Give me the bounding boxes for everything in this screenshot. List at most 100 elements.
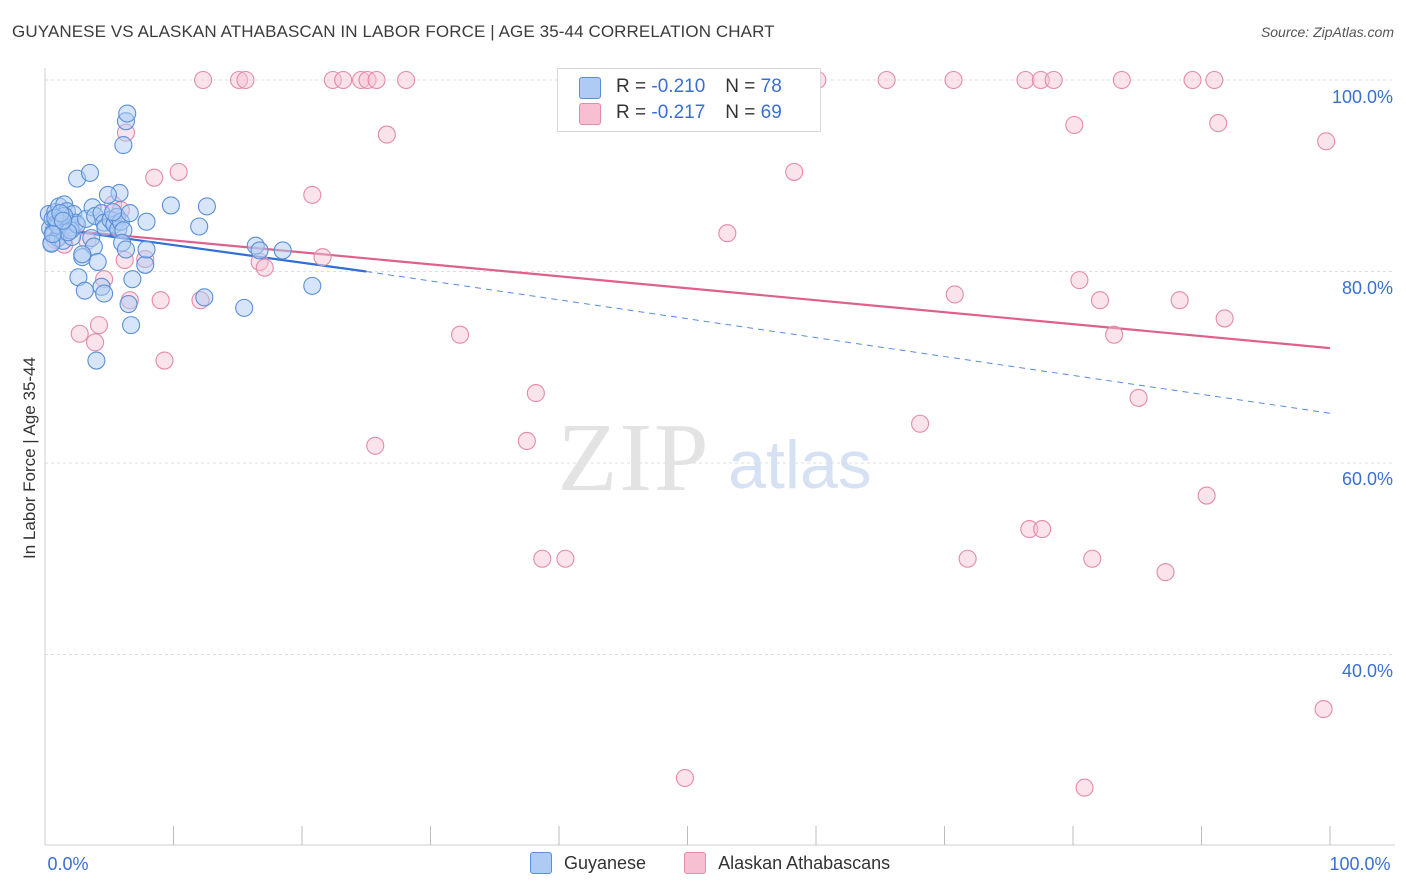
x-tick-label-max: 100.0% (1329, 854, 1390, 874)
point-alaskan (313, 248, 332, 267)
y-tick-label-100: 100.0% (1332, 87, 1393, 107)
legend-swatch-guyanese (579, 77, 601, 99)
point-guyanese (235, 298, 254, 317)
point-alaskan (1031, 70, 1050, 90)
point-alaskan (1083, 549, 1102, 568)
legend-r-value-guyanese: -0.210 (651, 76, 706, 97)
legend-item-alaskan[interactable]: Alaskan Athabascans (684, 852, 890, 874)
correlation-legend: R = -0.210 N = 78 R = -0.217 N = 69 (557, 68, 821, 132)
point-alaskan (1105, 325, 1124, 344)
y-tick-label-60: 60.0% (1342, 469, 1393, 489)
point-alaskan (1215, 309, 1234, 328)
point-alaskan (911, 414, 930, 433)
legend-n-value-guyanese: 78 (760, 76, 782, 97)
point-alaskan (145, 168, 164, 187)
point-alaskan (877, 70, 896, 90)
point-alaskan (526, 384, 545, 403)
point-alaskan (1033, 520, 1052, 539)
point-guyanese (190, 217, 209, 236)
point-alaskan (718, 224, 737, 243)
point-guyanese (122, 316, 141, 335)
point-alaskan (533, 549, 552, 568)
point-alaskan (367, 70, 386, 90)
point-alaskan (255, 258, 274, 277)
legend-row-alaskan: R = -0.217 N = 69 (579, 101, 782, 125)
point-guyanese (104, 203, 123, 222)
point-alaskan (1317, 132, 1336, 151)
point-alaskan (1016, 70, 1035, 90)
point-alaskan (944, 70, 963, 90)
point-guyanese (114, 136, 133, 155)
watermark: ZIP atlas (558, 404, 872, 512)
legend-label-guyanese: Guyanese (564, 852, 647, 873)
axes (44, 68, 1395, 846)
x-tick-label-min: 0.0% (47, 854, 88, 874)
point-alaskan (151, 291, 170, 310)
point-alaskan (352, 70, 371, 90)
point-guyanese (137, 212, 156, 231)
point-alaskan (323, 70, 342, 90)
point-alaskan (236, 70, 255, 90)
point-guyanese (118, 104, 137, 123)
point-guyanese (98, 185, 118, 204)
point-guyanese (53, 211, 73, 230)
point-guyanese (137, 240, 156, 259)
point-guyanese (43, 225, 62, 244)
point-alaskan (1314, 700, 1333, 719)
trend-line-guyanese-extrapolated (366, 271, 1331, 414)
legend-n-label: N = (725, 76, 756, 97)
point-guyanese (273, 241, 292, 260)
point-guyanese (161, 196, 180, 215)
series-guyanese (39, 104, 322, 370)
legend-label-alaskan: Alaskan Athabascans (718, 852, 891, 873)
point-alaskan (86, 333, 105, 352)
trend-line-alaskan (44, 227, 1331, 350)
point-alaskan (377, 125, 396, 144)
point-alaskan (303, 185, 322, 204)
point-alaskan (366, 436, 385, 455)
point-alaskan (1044, 70, 1063, 90)
legend-swatch-alaskan (684, 852, 707, 874)
point-guyanese (119, 295, 138, 314)
point-guyanese (195, 288, 214, 307)
point-guyanese (116, 240, 136, 259)
point-alaskan (169, 162, 188, 181)
legend-r-label: R = (616, 76, 647, 97)
point-alaskan (1183, 70, 1202, 90)
legend-swatch-alaskan (579, 103, 601, 125)
series-legend: Guyanese Alaskan Athabascans (530, 852, 928, 874)
legend-r-value-alaskan: -0.217 (651, 102, 706, 123)
point-alaskan (1065, 115, 1084, 135)
legend-n-value-alaskan: 69 (760, 102, 782, 123)
legend-row-guyanese: R = -0.210 N = 78 (579, 75, 782, 99)
legend-n-label: N = (725, 102, 756, 123)
point-guyanese (250, 241, 269, 260)
point-alaskan (945, 285, 964, 304)
point-guyanese (87, 351, 106, 370)
point-alaskan (1070, 271, 1089, 290)
point-alaskan (1156, 563, 1175, 582)
point-alaskan (451, 325, 470, 344)
legend-item-guyanese[interactable]: Guyanese (530, 852, 646, 874)
tick-labels: 0.0% 100.0% 40.0% 60.0% 80.0% 100.0% (47, 87, 1393, 874)
point-alaskan (1020, 520, 1039, 539)
point-alaskan (194, 70, 213, 90)
point-guyanese (75, 281, 94, 300)
legend-swatch-guyanese (530, 852, 552, 874)
point-guyanese (88, 252, 107, 271)
watermark-atlas: atlas (728, 427, 872, 503)
point-alaskan (1209, 114, 1228, 133)
point-alaskan (229, 70, 249, 90)
point-alaskan (155, 351, 174, 370)
point-guyanese (136, 255, 155, 274)
chart-title: GUYANESE VS ALASKAN ATHABASCAN IN LABOR … (12, 22, 775, 41)
point-alaskan (1090, 291, 1110, 310)
point-alaskan (1129, 388, 1148, 407)
point-alaskan (1205, 70, 1224, 90)
point-guyanese (303, 276, 322, 295)
point-alaskan (1112, 70, 1131, 90)
point-alaskan (89, 316, 109, 335)
point-alaskan (1197, 486, 1216, 505)
trend-lines (44, 226, 1331, 414)
